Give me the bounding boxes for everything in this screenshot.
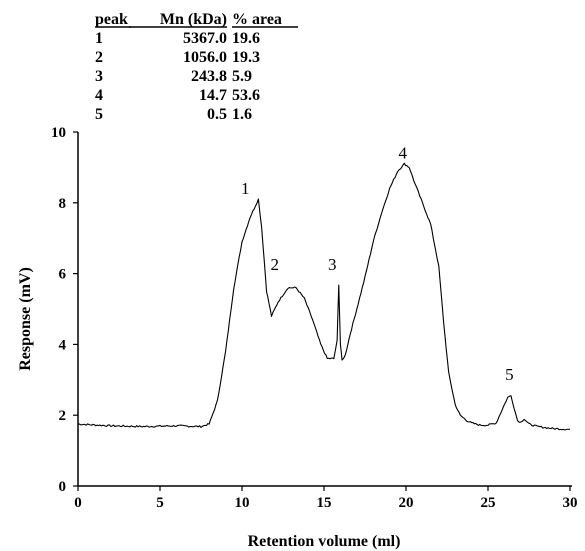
- y-axis-label: Response (mV): [17, 267, 34, 371]
- y-tick-label: 8: [59, 196, 67, 212]
- table-cell: 3: [95, 68, 103, 85]
- table-cell: 1: [95, 30, 103, 47]
- table-cell: 19.3: [232, 49, 260, 66]
- x-tick-label: 30: [563, 495, 578, 511]
- x-axis-label: Retention volume (ml): [248, 533, 401, 550]
- table-cell: 0.5: [207, 106, 227, 123]
- table-cell: 243.8: [191, 68, 227, 85]
- x-tick-label: 5: [156, 495, 164, 511]
- peak-label: 5: [505, 365, 514, 384]
- table-header: % area: [232, 11, 282, 28]
- y-tick-label: 0: [59, 479, 67, 495]
- peak-label: 4: [398, 144, 407, 163]
- table-cell: 4: [95, 87, 103, 104]
- table-cell: 5: [95, 106, 103, 123]
- x-tick-label: 20: [399, 495, 414, 511]
- x-tick-label: 10: [235, 495, 250, 511]
- y-tick-label: 6: [59, 267, 67, 283]
- table-cell: 2: [95, 49, 103, 66]
- table-cell: 5.9: [232, 68, 252, 85]
- table-header: peak: [95, 11, 128, 28]
- peak-table: peak Mn (kDa) % area 1 5367.0 19.6 2 1056.0 19.3…: [95, 11, 298, 123]
- y-ticks: 0 2 4 6 8 10: [51, 125, 78, 495]
- peak-label: 1: [241, 179, 250, 198]
- table-cell: 14.7: [199, 87, 227, 104]
- table-cell: 53.6: [232, 87, 260, 104]
- axes: [77, 132, 572, 487]
- y-tick-label: 4: [59, 337, 67, 353]
- table-header: Mn (kDa): [160, 11, 227, 28]
- y-tick-label: 2: [59, 408, 67, 424]
- table-cell: 5367.0: [183, 30, 227, 47]
- peak-label: 2: [271, 255, 280, 274]
- table-cell: 1056.0: [183, 49, 227, 66]
- y-tick-label: 10: [51, 125, 66, 141]
- table-cell: 19.6: [232, 30, 260, 47]
- x-ticks: 0 5 10 15 20 25 30: [74, 486, 578, 511]
- peak-label: 3: [328, 255, 337, 274]
- peak-annotations: 1 2 3 4 5: [241, 144, 514, 384]
- response-trace: [77, 162, 571, 431]
- x-tick-label: 15: [317, 495, 332, 511]
- table-cell: 1.6: [232, 106, 252, 123]
- x-tick-label: 25: [481, 495, 496, 511]
- x-tick-label: 0: [74, 495, 82, 511]
